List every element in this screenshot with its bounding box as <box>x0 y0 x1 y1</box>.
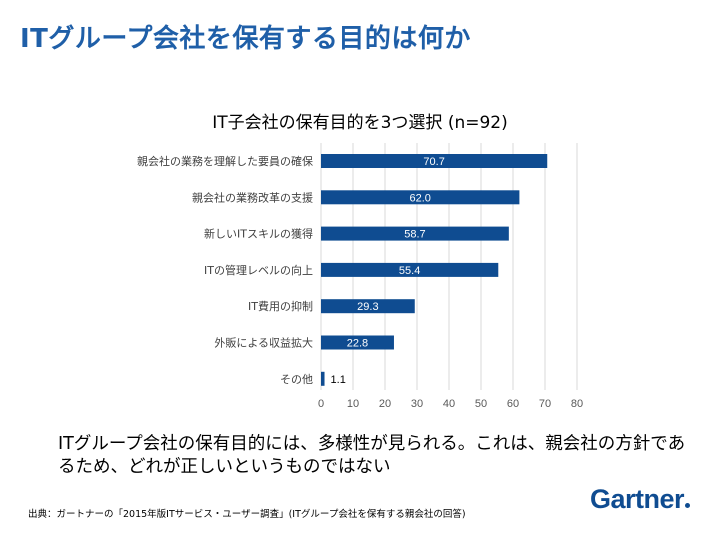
data-label: 58.7 <box>404 229 425 241</box>
category-label: ITの管理レベルの向上 <box>204 263 313 277</box>
data-label: 55.4 <box>399 265 420 277</box>
logo-dot-icon <box>685 503 691 508</box>
bar <box>321 226 509 241</box>
bar <box>321 335 394 350</box>
data-label: 62.0 <box>409 192 430 204</box>
summary-text: ITグループ会社の保有目的には、多様性が見られる。これは、親会社の方針であるため… <box>58 434 686 477</box>
bar <box>321 190 520 205</box>
x-tick-label: 60 <box>507 398 519 410</box>
category-label: その他 <box>280 373 313 386</box>
category-label: 外販による収益拡大 <box>214 336 313 350</box>
data-label: 29.3 <box>357 301 378 313</box>
category-label: 親会社の業務を理解した要員の確保 <box>137 154 313 168</box>
source-note: 出典：ガートナーの「2015年版ITサービス・ユーザー調査」(ITグループ会社を… <box>28 509 466 520</box>
data-label: 22.8 <box>347 338 368 350</box>
category-label: 新しいITスキルの獲得 <box>204 227 313 241</box>
x-tick-label: 10 <box>347 398 359 410</box>
bar-chart: 0 10 20 30 40 50 60 70 80 親会社の業務を理解した要員の確保 70.7 親会社… <box>137 143 583 410</box>
bar <box>321 299 415 314</box>
bar <box>321 154 548 168</box>
category-label: 親会社の業務改革の支援 <box>192 190 313 204</box>
chart-title: IT子会社の保有目的を3つ選択 (n=92) <box>212 113 508 133</box>
slide-title: ITグループ会社を保有する目的は何か <box>20 24 471 54</box>
x-tick-label: 80 <box>571 398 583 410</box>
data-label: 70.7 <box>423 156 444 168</box>
data-label: 1.1 <box>331 374 346 386</box>
x-tick-label: 40 <box>443 398 455 410</box>
gartner-logo: Gartner <box>590 484 691 515</box>
category-label: IT費用の抑制 <box>248 299 313 313</box>
logo-text: Gartner <box>590 484 685 514</box>
x-tick-label: 50 <box>475 398 487 410</box>
x-tick-label: 20 <box>379 398 391 410</box>
bar <box>321 262 499 277</box>
x-tick-label: 70 <box>539 398 551 410</box>
x-tick-label: 30 <box>411 398 423 410</box>
bar <box>321 371 325 386</box>
x-tick-label: 0 <box>318 398 324 410</box>
